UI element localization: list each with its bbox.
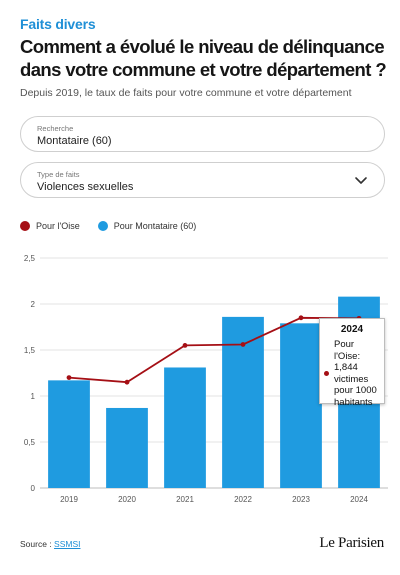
y-tick-label: 0,5	[24, 438, 36, 447]
x-tick-label: 2022	[234, 495, 252, 504]
type-select-label: Type de faits	[37, 170, 80, 179]
chart-title: Comment a évolué le niveau de délinquanc…	[20, 36, 387, 80]
line-point	[182, 343, 188, 348]
source-link[interactable]: SSMSI	[54, 539, 81, 549]
legend-bar-swatch	[97, 221, 108, 231]
chevron-down-icon[interactable]	[354, 173, 368, 187]
y-tick-label: 1,5	[24, 346, 36, 355]
x-tick-label: 2021	[176, 495, 194, 504]
legend-item-oise[interactable]: Pour l'Oise	[20, 221, 80, 231]
section-kicker: Faits divers	[20, 16, 96, 32]
y-tick-label: 1	[31, 392, 36, 401]
type-select[interactable]: Type de faits Violences sexuelles	[20, 162, 385, 198]
bar	[280, 323, 322, 488]
line-point	[298, 315, 304, 321]
chart-legend: Pour l'Oise Pour Montataire (60)	[20, 219, 214, 233]
x-tick-label: 2024	[350, 495, 368, 504]
x-tick-label: 2023	[292, 495, 310, 504]
y-tick-label: 2	[31, 300, 36, 309]
search-input-label: Recherche	[37, 124, 74, 133]
legend-item-montataire[interactable]: Pour Montataire (60)	[97, 221, 197, 231]
legend-line-swatch	[20, 221, 30, 231]
y-tick-label: 0	[31, 484, 36, 493]
bar	[106, 407, 148, 488]
x-tick-label: 2020	[118, 495, 136, 504]
tooltip-year: 2024	[340, 324, 364, 335]
line-series-oise	[68, 316, 360, 384]
chart-tooltip: 2024 Pour l'Oise: 1,844 victimes pour 10…	[319, 318, 385, 408]
type-select-value[interactable]: Violences sexuelles	[37, 181, 134, 193]
search-input[interactable]: Recherche Montataire (60)	[20, 116, 385, 152]
legend-line-label: Pour l'Oise	[36, 221, 80, 231]
chart-subtitle: Depuis 2019, le taux de faits pour votre…	[20, 87, 352, 99]
legend-bar-label: Pour Montataire (60)	[113, 221, 197, 231]
source-label: Source :	[20, 539, 52, 549]
bar	[48, 380, 90, 488]
line-point	[124, 379, 130, 385]
line-point	[240, 342, 246, 347]
search-input-value[interactable]: Montataire (60)	[37, 135, 112, 147]
x-tick-label: 2019	[60, 495, 78, 504]
source-note: Source : SSMSI	[20, 539, 80, 549]
tooltip-series-dot	[324, 371, 329, 376]
line-point	[66, 375, 72, 380]
y-tick-label: 2,5	[24, 254, 36, 263]
tooltip-text: Pour l'Oise: 1,844 victimes pour 1000 ha…	[334, 339, 377, 408]
brand-logo: Le Parisien	[319, 535, 384, 551]
bar	[164, 367, 206, 488]
